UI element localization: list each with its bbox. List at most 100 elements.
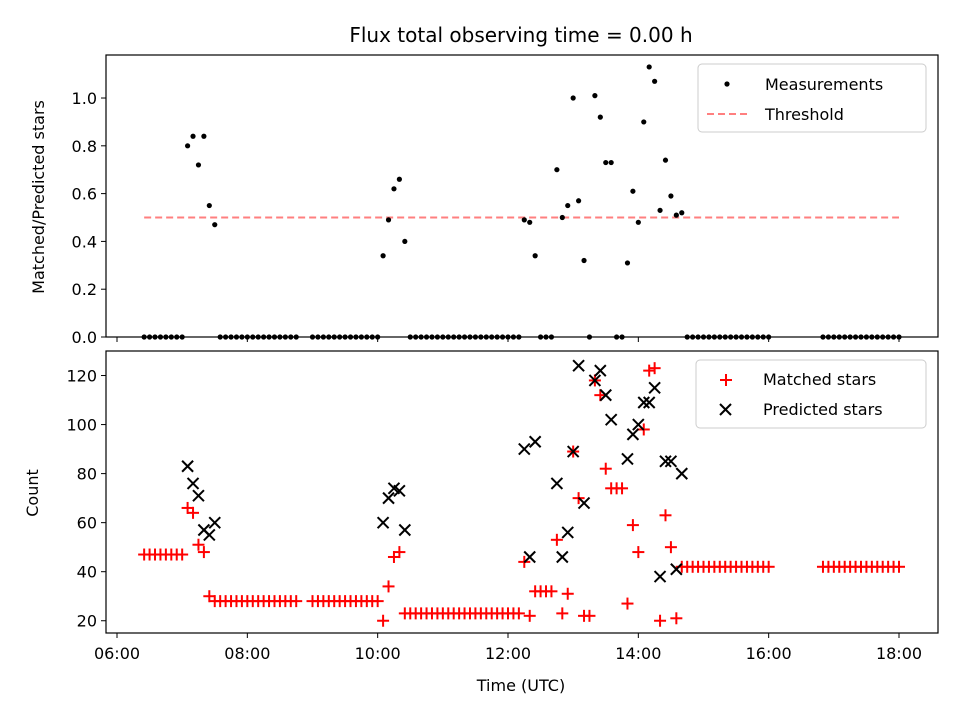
measurement-point-88	[630, 188, 636, 194]
predicted-point-1	[186, 477, 200, 490]
matched-point-113	[762, 560, 775, 573]
matched-point-87	[621, 597, 634, 610]
legend-measurements-label: Measurements	[765, 75, 883, 94]
x-axis-label: Time (UTC)	[476, 676, 565, 695]
measurement-point-96	[673, 212, 679, 218]
measurement-point-77	[570, 95, 576, 101]
predicted-point-2	[192, 489, 205, 502]
matched-point-7	[176, 548, 189, 561]
matched-point-76	[561, 587, 574, 600]
measurement-point-89	[635, 219, 641, 225]
measurement-point-84	[608, 159, 614, 166]
matched-point-28	[290, 595, 303, 608]
matched-point-82	[594, 389, 607, 402]
predicted-point-12	[523, 550, 536, 564]
legend-measurements-marker	[724, 81, 730, 87]
top-y-axis-label: Matched/Predicted stars	[29, 100, 48, 294]
matched-point-10	[192, 538, 205, 551]
predicted-point-7	[382, 491, 395, 505]
matched-point-88	[626, 519, 639, 532]
measurement-point-68	[521, 217, 527, 223]
legend-threshold-label: Threshold	[764, 105, 844, 124]
predicted-point-28	[642, 396, 656, 409]
top-legend: Measurements Threshold	[697, 63, 927, 133]
matched-point-69	[523, 609, 536, 622]
matched-point-83	[599, 462, 612, 475]
measurement-point-11	[201, 133, 207, 139]
measurement-point-69	[527, 219, 533, 225]
legend-matched-label: Matched stars	[763, 370, 876, 389]
measurement-point-12	[206, 202, 212, 209]
bottom-x-tick-label-6: 18:00	[876, 644, 922, 663]
bottom-x-tick-label-0: 06:00	[94, 644, 140, 663]
measurement-point-78	[575, 198, 582, 204]
measurement-point-94	[662, 157, 669, 163]
top-y-tick-label-3: 0.6	[72, 185, 97, 204]
bottom-y-tick-label-2: 60	[77, 514, 97, 533]
bottom-y-tick-label-1: 40	[77, 563, 97, 582]
matched-stars-points	[138, 362, 905, 627]
matched-point-89	[632, 546, 645, 559]
measurement-point-79	[581, 257, 587, 264]
measurement-point-92	[652, 78, 658, 84]
predicted-point-18	[572, 359, 585, 372]
predicted-point-19	[577, 496, 591, 510]
measurement-point-44	[391, 186, 397, 192]
measurement-point-83	[603, 159, 609, 166]
legend-predicted-label: Predicted stars	[763, 400, 883, 419]
predicted-point-10	[398, 523, 412, 537]
bottom-x-tick-label-1: 08:00	[224, 644, 270, 663]
predicted-point-34	[675, 467, 688, 480]
matched-point-94	[659, 509, 672, 522]
legend-matched-marker	[720, 374, 732, 386]
predicted-point-6	[376, 516, 390, 529]
top-y-tick-label-5: 1.0	[72, 89, 97, 108]
predicted-point-16	[561, 526, 574, 539]
predicted-point-24	[621, 452, 634, 466]
matched-point-42	[377, 614, 390, 627]
top-y-tick-label-4: 0.8	[72, 137, 97, 156]
predicted-point-31	[659, 455, 672, 468]
bottom-y-tick-label-5: 120	[66, 367, 97, 386]
bottom-panel: 06:00 08:00 10:00 12:00 14:00 16:00 18:00 20 40 6…	[23, 350, 939, 695]
chart-title: Flux total observing time = 0.00 h	[349, 23, 692, 47]
matched-point-43	[382, 580, 395, 593]
predicted-point-11	[518, 442, 531, 456]
measurement-point-81	[592, 93, 598, 99]
matched-point-86	[616, 482, 629, 495]
top-y-tick-label-1: 0.2	[72, 280, 97, 299]
bottom-y-tick-label-0: 20	[77, 612, 97, 631]
matched-point-96	[670, 612, 683, 625]
bottom-y-axis-label: Count	[23, 469, 42, 517]
measurement-point-10	[195, 162, 202, 168]
matched-point-92	[648, 362, 661, 375]
predicted-point-29	[648, 381, 661, 394]
top-y-tick-label-2: 0.4	[72, 232, 97, 251]
top-legend-box	[697, 63, 927, 133]
matched-point-75	[556, 607, 569, 620]
matched-point-45	[393, 546, 406, 559]
bottom-y-tick-label-4: 100	[66, 416, 97, 435]
matched-point-128	[893, 560, 905, 573]
predicted-point-14	[550, 477, 564, 490]
measurement-point-97	[679, 210, 685, 216]
matched-point-80	[583, 609, 596, 622]
measurement-point-42	[380, 253, 386, 259]
measurement-point-74	[554, 167, 560, 173]
bottom-x-tick-label-5: 16:00	[746, 644, 792, 663]
predicted-stars-points	[181, 359, 688, 583]
measurement-point-46	[402, 238, 408, 245]
top-axis-ticks: 0.0 0.2 0.4 0.6 0.8 1.0	[72, 89, 900, 347]
bottom-x-tick-label-3: 12:00	[485, 644, 531, 663]
top-y-tick-label-0: 0.0	[72, 328, 97, 347]
legend-predicted-marker	[719, 403, 732, 416]
measurement-point-9	[190, 133, 196, 139]
matched-point-41	[371, 595, 384, 608]
matched-point-93	[654, 614, 667, 627]
bottom-plot-frame	[105, 350, 939, 634]
measurement-point-75	[559, 214, 565, 221]
measurement-point-90	[641, 119, 647, 125]
measurement-point-91	[646, 64, 652, 70]
matched-point-73	[545, 585, 558, 598]
